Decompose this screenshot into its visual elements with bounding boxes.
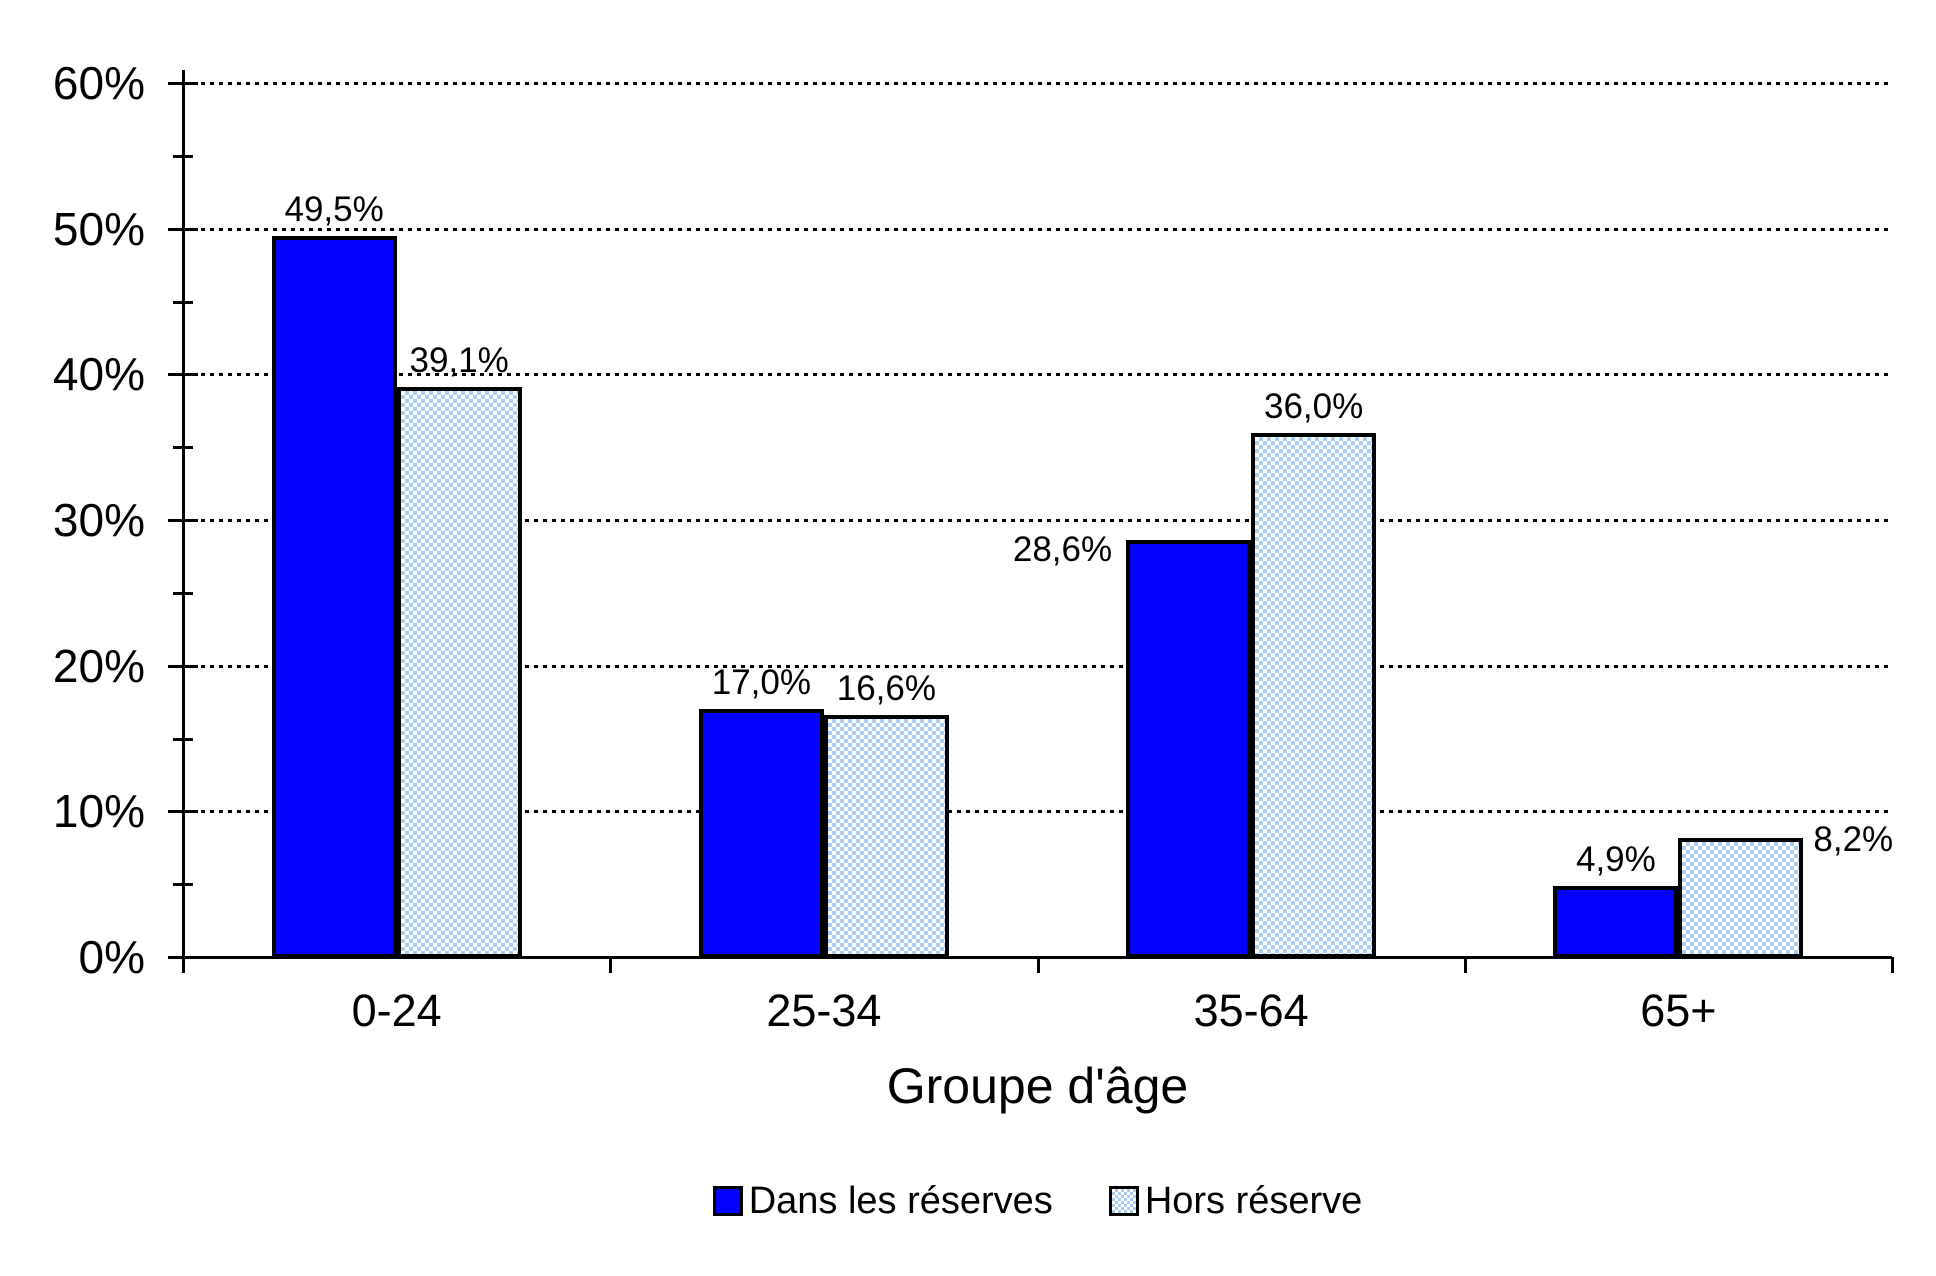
gridline-30 [183,519,1892,522]
bar-hors-r-serve-0-24 [396,387,522,958]
x-category-label-0-24: 0-24 [351,985,442,1036]
bar-dans-les-r-serves-65+ [1553,885,1679,958]
data-label-65+-1: 8,2% [1813,819,1894,859]
bar-hors-r-serve-35-64 [1251,432,1377,958]
gridline-60 [183,82,1892,85]
x-boundary-tick-2 [1036,957,1040,973]
legend-item-0: Dans les réserves [712,1180,1053,1222]
x-category-label-25-34: 25-34 [766,985,882,1036]
x-boundary-tick-4 [1891,957,1894,973]
data-label-35-64-0: 28,6% [1012,530,1113,570]
bar-dans-les-r-serves-25-34 [698,709,824,958]
legend-item-1: Hors réserve [1108,1180,1363,1222]
x-boundary-tick-3 [1463,957,1467,973]
legend-swatch-icon-0 [712,1186,743,1216]
data-label-0-24-0: 49,5% [284,189,384,229]
data-label-65+-0: 4,9% [1575,839,1656,879]
legend-label-1: Hors réserve [1144,1180,1363,1222]
x-boundary-tick-0 [182,957,185,973]
y-tick-label-20: 20% [52,639,145,692]
y-tick-label-50: 50% [52,202,145,255]
legend-label-0: Dans les réserves [748,1180,1053,1222]
gridline-40 [183,373,1892,377]
x-category-label-65+: 65+ [1640,985,1717,1036]
y-tick-label-0: 0% [78,931,145,983]
bar-dans-les-r-serves-0-24 [271,235,397,958]
y-tick-label-40: 40% [52,348,145,401]
bar-dans-les-r-serves-35-64 [1126,540,1252,958]
gridline-50 [183,227,1892,231]
x-boundary-tick-1 [609,957,613,973]
y-tick-label-30: 30% [52,494,145,546]
x-category-label-35-64: 35-64 [1193,985,1309,1036]
gridline-10 [183,810,1892,814]
data-label-0-24-1: 39,1% [409,341,509,381]
data-label-25-34-0: 17,0% [711,663,811,703]
bar-hors-r-serve-25-34 [823,715,949,958]
legend: Dans les réserves Hors réserve [183,1178,1892,1224]
x-axis-title: Groupe d'âge [886,1058,1189,1114]
y-tick-label-10: 10% [52,785,145,838]
data-label-35-64-1: 36,0% [1264,386,1364,426]
data-label-25-34-1: 16,6% [836,669,936,709]
y-axis-line [182,70,185,958]
bar-hors-r-serve-65+ [1678,837,1804,958]
y-tick-label-60: 60% [52,57,145,109]
gridline-20 [183,664,1892,668]
legend-swatch-icon-1 [1108,1186,1139,1216]
